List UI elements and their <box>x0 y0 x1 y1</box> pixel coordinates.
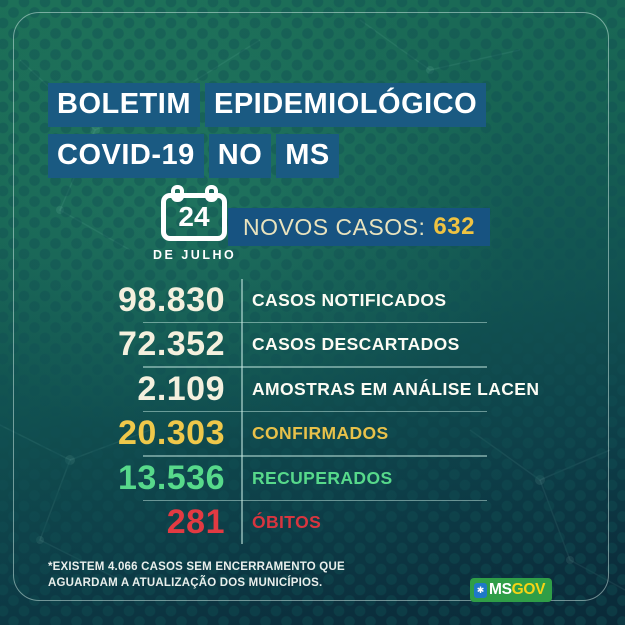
footnote-line-1: *EXISTEM 4.066 CASOS SEM ENCERRAMENTO QU… <box>48 561 345 573</box>
vertical-divider <box>241 279 243 544</box>
calendar-ring-icon <box>204 185 218 202</box>
page-title: BOLETIM EPIDEMIOLÓGICO COVID-19 NO MS <box>48 83 487 185</box>
stat-value: 72.352 <box>118 325 225 364</box>
msgov-logo-ms-text: MS <box>489 581 512 598</box>
calendar-month: DE JULHO <box>153 248 237 262</box>
title-word: NO <box>208 134 272 178</box>
msgov-logo: ✱ MS GOV <box>470 578 553 602</box>
stat-row-deaths: 281 ÓBITOS <box>0 501 625 546</box>
title-word: EPIDEMIOLÓGICO <box>205 83 487 127</box>
calendar-icon <box>153 185 235 202</box>
stat-label: RECUPERADOS <box>252 467 393 488</box>
stat-value: 13.536 <box>118 458 225 497</box>
statistics-table: 98.830 CASOS NOTIFICADOS 72.352 CASOS DE… <box>0 278 625 545</box>
title-word: MS <box>276 134 339 178</box>
calendar-day: 24 <box>161 193 227 241</box>
stat-row-confirmed: 20.303 CONFIRMADOS <box>0 412 625 456</box>
stat-value: 281 <box>166 503 225 542</box>
footnote: *EXISTEM 4.066 CASOS SEM ENCERRAMENTO QU… <box>48 560 345 591</box>
new-cases-value: 632 <box>433 213 475 240</box>
stat-label: ÓBITOS <box>252 512 322 533</box>
title-word: COVID-19 <box>48 134 204 178</box>
footnote-line-2: AGUARDAM A ATUALIZAÇÃO DOS MUNICÍPIOS. <box>48 576 323 589</box>
stat-row-recovered: 13.536 RECUPERADOS <box>0 456 625 501</box>
stat-value: 2.109 <box>137 369 225 408</box>
title-line-2: COVID-19 NO MS <box>48 134 486 178</box>
stat-value: 20.303 <box>118 414 225 453</box>
stat-row-samples: 2.109 AMOSTRAS EM ANÁLISE LACEN <box>0 367 625 412</box>
stat-label: AMOSTRAS EM ANÁLISE LACEN <box>252 378 540 399</box>
stat-label: CASOS NOTIFICADOS <box>252 289 447 310</box>
msgov-logo-gov-text: GOV <box>511 581 546 598</box>
new-cases-banner: NOVOS CASOS: 632 <box>228 208 490 246</box>
title-word: BOLETIM <box>48 83 200 127</box>
msgov-star-icon: ✱ <box>474 582 487 598</box>
calendar-date: 24 DE JULHO <box>153 185 235 262</box>
calendar-ring-icon <box>170 185 184 202</box>
new-cases-label: NOVOS CASOS: <box>243 213 426 240</box>
stat-value: 98.830 <box>118 280 225 319</box>
title-line-1: BOLETIM EPIDEMIOLÓGICO <box>48 83 487 127</box>
stat-row-notified: 98.830 CASOS NOTIFICADOS <box>0 278 625 323</box>
stat-label: CONFIRMADOS <box>252 423 389 444</box>
stat-row-discarded: 72.352 CASOS DESCARTADOS <box>0 323 625 367</box>
stat-label: CASOS DESCARTADOS <box>252 334 460 355</box>
